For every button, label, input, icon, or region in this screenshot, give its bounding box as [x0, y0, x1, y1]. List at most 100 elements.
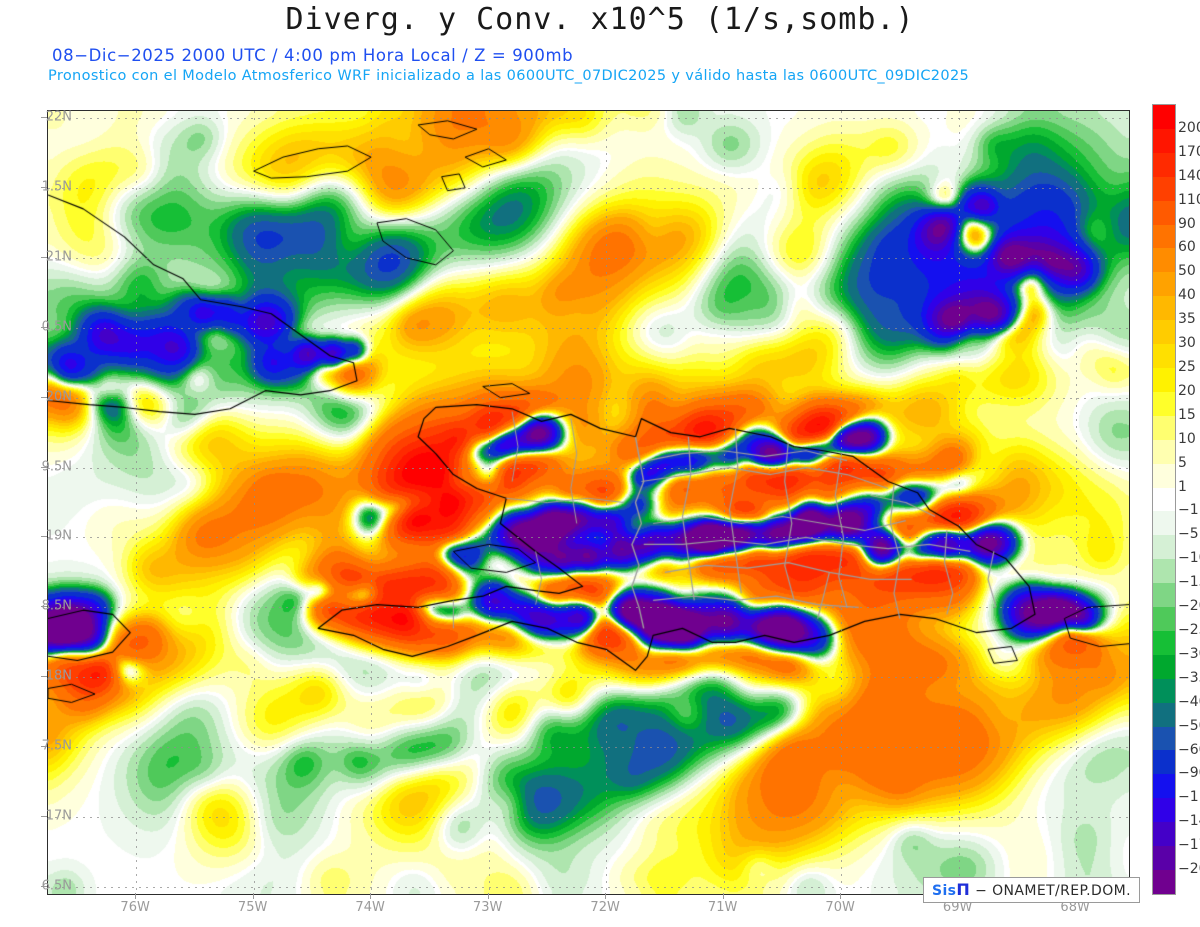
- colorbar-tick-label: −35: [1178, 669, 1200, 686]
- latitude-tick-label: 21N: [45, 249, 72, 265]
- colorbar-band-20: [1153, 583, 1175, 608]
- longitude-tick-label: 68W: [1060, 900, 1090, 915]
- latitude-tick: [41, 396, 47, 398]
- page-title: Diverg. y Conv. x10^5 (1/s,somb.): [285, 2, 915, 37]
- latitude-tick-label: 20N: [45, 389, 72, 405]
- colorbar-band-25: [1153, 702, 1175, 727]
- colorbar-band-2: [1153, 152, 1175, 177]
- longitude-tick-label: 74W: [355, 900, 385, 915]
- colorbar-band-17: [1153, 511, 1175, 536]
- longitude-tick-label: 72W: [590, 900, 620, 915]
- longitude-tick: [135, 893, 137, 899]
- latitude-tick-label: 18N: [45, 668, 72, 684]
- colorbar-band-22: [1153, 630, 1175, 655]
- colorbar-tick-label: −1: [1178, 502, 1199, 519]
- colorbar-tick-label: −5: [1178, 526, 1199, 543]
- colorbar-band-13: [1153, 415, 1175, 440]
- latitude-tick: [41, 116, 47, 118]
- colorbar-labels: 200 170 140 110 90 60 50 40 35 30 25 20 15 10 5 1 −1 −5 −1…: [1178, 104, 1200, 893]
- colorbar-tick-label: −90: [1178, 765, 1200, 782]
- latitude-tick-label: 8.5N: [41, 598, 72, 614]
- pi-symbol-icon: Π: [956, 880, 971, 899]
- latitude-tick-label: 7.5N: [41, 738, 72, 754]
- colorbar-band-19: [1153, 559, 1175, 584]
- longitude-tick-label: 71W: [707, 900, 738, 915]
- colorbar-band-18: [1153, 535, 1175, 560]
- colorbar-tick-label: 200: [1178, 119, 1200, 136]
- forecast-time-line: 08−Dic−2025 2000 UTC / 4:00 pm Hora Loca…: [52, 46, 574, 65]
- latitude-tick: [41, 256, 47, 258]
- colorbar-band-16: [1153, 487, 1175, 512]
- colorbar-tick-label: 5: [1178, 454, 1187, 471]
- colorbar-tick-label: −40: [1178, 693, 1200, 710]
- colorbar-band-21: [1153, 607, 1175, 631]
- latitude-tick: [41, 676, 47, 678]
- colorbar-tick-label: 10: [1178, 430, 1196, 447]
- colorbar-band-15: [1153, 463, 1175, 488]
- credit-dash: −: [975, 883, 988, 899]
- longitude-tick: [605, 893, 607, 899]
- colorbar-band-27: [1153, 750, 1175, 775]
- colorbar-band-29: [1153, 798, 1175, 823]
- colorbar-band-10: [1153, 344, 1175, 368]
- colorbar-band-9: [1153, 320, 1175, 345]
- colorbar-band-14: [1153, 439, 1175, 464]
- colorbar-tick-label: 50: [1178, 263, 1196, 280]
- longitude-tick-label: 69W: [942, 900, 973, 915]
- colorbar-tick-label: 15: [1178, 406, 1196, 423]
- colorbar-band-31: [1153, 846, 1175, 870]
- attribution-box: SisΠ − ONAMET/REP.DOM.: [923, 877, 1140, 903]
- longitude-tick: [840, 893, 842, 899]
- latitude-tick: [41, 326, 47, 328]
- colorbar-band-32: [1153, 870, 1175, 894]
- colorbar-band-5: [1153, 224, 1175, 249]
- colorbar-tick-label: −110: [1178, 789, 1200, 806]
- colorbar-band-7: [1153, 272, 1175, 297]
- latitude-tick: [41, 816, 47, 818]
- colorbar-tick-label: −10: [1178, 550, 1200, 567]
- colorbar-band-24: [1153, 678, 1175, 703]
- colorbar-tick-label: −60: [1178, 741, 1200, 758]
- latitude-tick-label: 22N: [45, 109, 72, 125]
- colorbar-tick-label: −170: [1178, 837, 1200, 854]
- colorbar-tick-label: 60: [1178, 239, 1196, 256]
- longitude-tick-label: 70W: [825, 900, 855, 915]
- colorbar-band-11: [1153, 367, 1175, 392]
- colorbar-tick-label: −200: [1178, 861, 1200, 878]
- longitude-tick: [370, 893, 372, 899]
- longitude-tick: [252, 893, 254, 899]
- colorbar-tick-label: 25: [1178, 359, 1196, 375]
- colorbar-tick-label: −20: [1178, 598, 1200, 615]
- latitude-tick: [41, 886, 47, 887]
- longitude-tick-label: 73W: [472, 900, 503, 915]
- latitude-tick: [41, 746, 47, 748]
- colorbar-tick-label: 30: [1178, 335, 1196, 352]
- map-plot-area[interactable]: [47, 110, 1130, 895]
- colorbar-band-8: [1153, 296, 1175, 321]
- colorbar-band-0: [1153, 105, 1175, 129]
- colorbar-tick-label: 90: [1178, 215, 1196, 232]
- latitude-tick-label: 1.5N: [41, 179, 72, 195]
- latitude-tick: [41, 606, 47, 608]
- colorbar-tick-label: 170: [1178, 143, 1200, 160]
- longitude-tick: [487, 893, 489, 899]
- colorbar-tick-label: 35: [1178, 311, 1196, 328]
- colorbar-tick-label: −50: [1178, 717, 1200, 734]
- latitude-tick: [41, 536, 47, 538]
- agency-label: ONAMET/REP.DOM.: [992, 883, 1131, 899]
- colorbar-tick-label: 140: [1178, 167, 1200, 184]
- colorbar-tick-label: −140: [1178, 813, 1200, 830]
- colorbar-tick-label: 40: [1178, 287, 1196, 304]
- colorbar-band-4: [1153, 200, 1175, 225]
- forecast-model-line: Pronostico con el Modelo Atmosferico WRF…: [48, 68, 970, 84]
- longitude-tick-label: 76W: [120, 900, 150, 915]
- colorbar-tick-label: 20: [1178, 382, 1196, 399]
- colorbar-band-30: [1153, 822, 1175, 847]
- latitude-tick-label: 6.5N: [41, 878, 72, 894]
- colorbar-tick-label: −30: [1178, 645, 1200, 662]
- colorbar-band-26: [1153, 726, 1175, 751]
- colorbar[interactable]: [1152, 104, 1176, 895]
- colorbar-band-3: [1153, 176, 1175, 201]
- colorbar-band-1: [1153, 128, 1175, 153]
